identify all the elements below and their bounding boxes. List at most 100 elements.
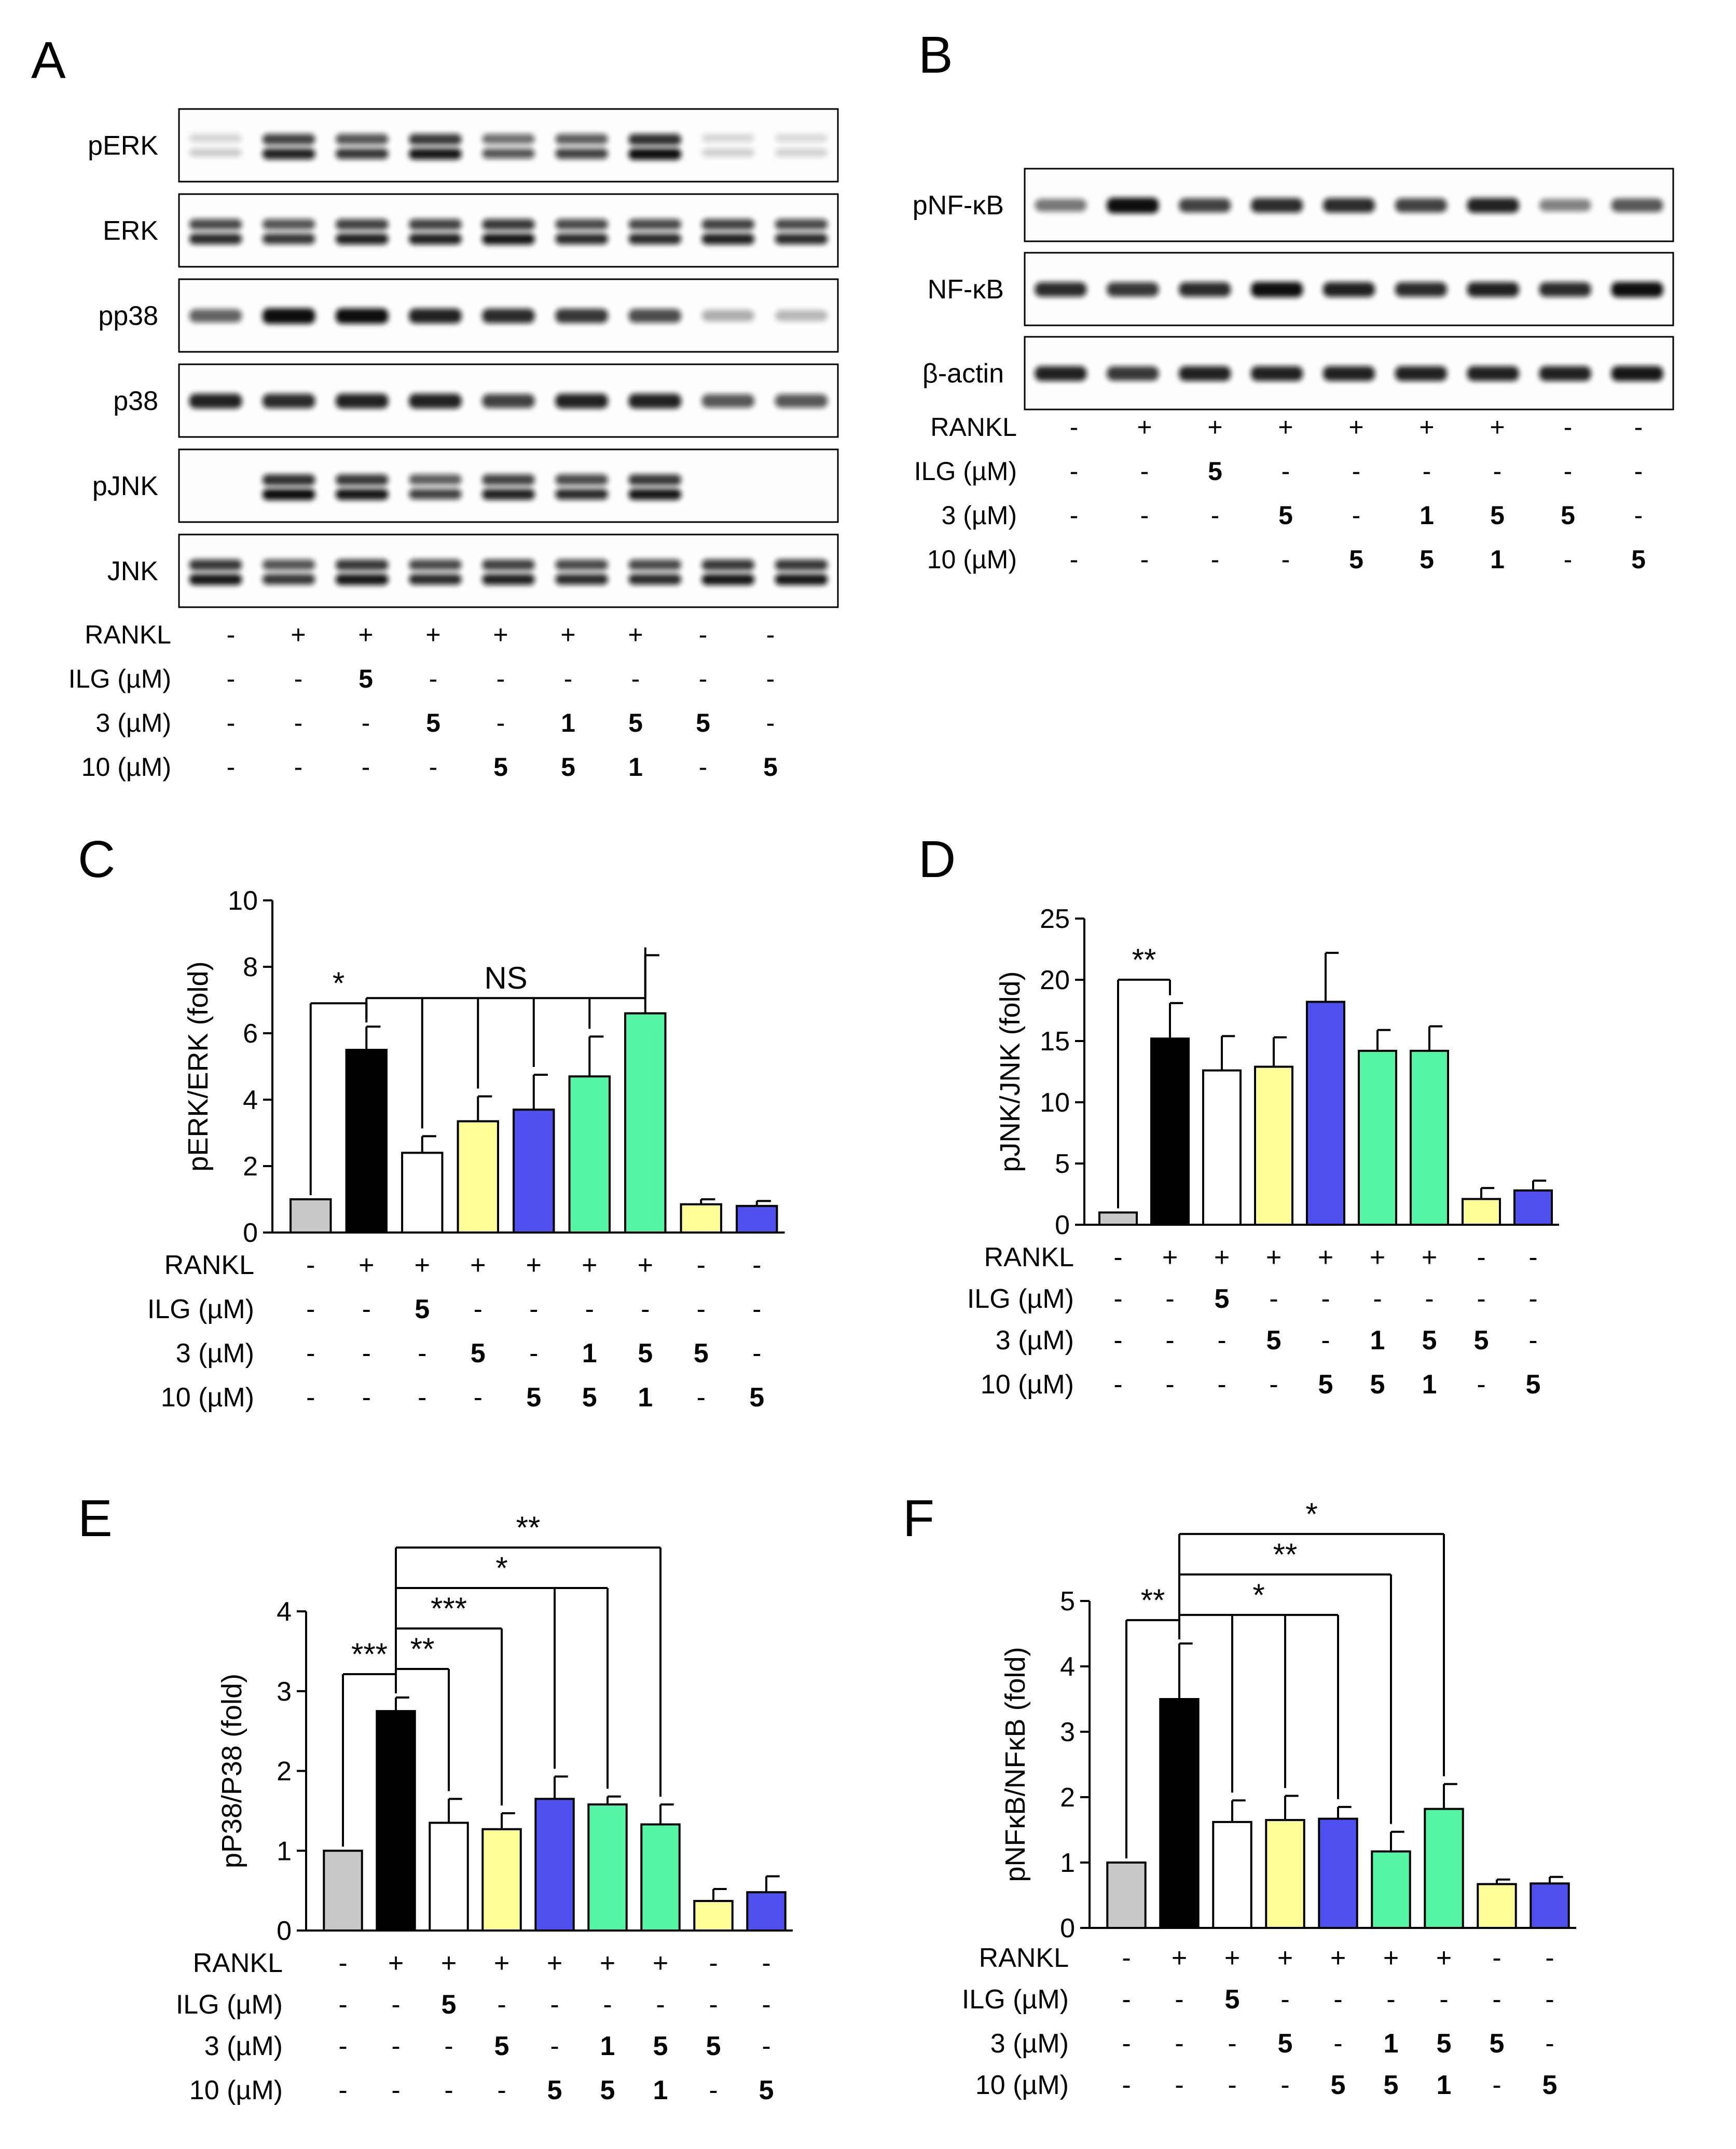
blot-band <box>335 219 389 230</box>
treatment-cell: - <box>1477 1242 1485 1272</box>
bar <box>513 1108 555 1234</box>
treatment-label: 10 (µM) <box>161 1383 254 1413</box>
blot-band <box>1323 282 1375 297</box>
blot-band <box>189 309 242 323</box>
bar <box>1513 1189 1553 1226</box>
treatment-cell: - <box>1280 2070 1289 2100</box>
blot-band <box>1467 366 1519 381</box>
treatment-cell: 5 <box>1349 545 1363 574</box>
treatment-cell: 1 <box>638 1383 653 1413</box>
blot-band <box>1035 282 1087 297</box>
treatment-cell: - <box>1528 1284 1537 1314</box>
y-tick-label: 6 <box>243 1019 258 1049</box>
treatment-cell: - <box>1280 1984 1289 2015</box>
bar <box>1424 1808 1464 1929</box>
treatment-cell: - <box>1269 1284 1278 1314</box>
significance-label: ** <box>1273 1537 1298 1572</box>
treatment-cell: - <box>362 1383 371 1413</box>
treatment-cell: - <box>362 708 370 737</box>
blot-band <box>1467 282 1519 297</box>
treatment-cell: + <box>425 620 440 649</box>
treatment-label: RANKL <box>979 1943 1069 1973</box>
y-axis-title: pERK/ERK (fold) <box>183 961 214 1171</box>
bar <box>680 1203 722 1234</box>
bar <box>1462 1198 1501 1226</box>
treatment-cell: - <box>1122 1943 1131 1973</box>
y-tick-label: 8 <box>243 952 258 982</box>
treatment-cell: - <box>641 1294 650 1324</box>
blot-band <box>701 310 755 322</box>
treatment-label: ILG (µM) <box>147 1294 254 1324</box>
treatment-label: RANKL <box>164 1250 254 1280</box>
treatment-cell: + <box>582 1250 597 1280</box>
treatment-cell: - <box>1070 413 1079 442</box>
treatment-cell: - <box>338 1948 347 1978</box>
treatment-cell: - <box>1175 2029 1183 2059</box>
blot-band <box>189 148 242 157</box>
treatment-cell: - <box>1070 501 1079 530</box>
treatment-cell: - <box>1634 413 1643 442</box>
treatment-cell: - <box>699 752 708 782</box>
treatment-cell: - <box>1269 1370 1278 1400</box>
treatment-cell: 5 <box>706 2031 721 2061</box>
treatment-cell: - <box>1140 501 1149 530</box>
blot-band <box>701 134 755 143</box>
treatment-cell: - <box>1477 1370 1485 1400</box>
blot-band <box>555 574 608 585</box>
treatment-cell: + <box>494 1948 509 1978</box>
blot-band <box>1179 198 1231 213</box>
treatment-cell: + <box>358 620 373 649</box>
treatment-label: ILG (µM) <box>962 1984 1069 2015</box>
treatment-label: ILG (µM) <box>176 1990 283 2020</box>
treatment-cell: 5 <box>493 752 508 782</box>
treatment-cell: - <box>1070 545 1079 574</box>
treatment-cell: + <box>1207 413 1222 442</box>
treatment-cell: - <box>429 752 438 782</box>
bar-chart-c: 0 2 4 6 8 10 pERK/ERK (fold) * NS RANKL - + + + + + + - - I… <box>147 886 785 1413</box>
blot-band <box>628 309 682 323</box>
blot-label: ERK <box>103 216 158 246</box>
treatment-cell: - <box>550 2031 559 2061</box>
blot-band <box>482 574 535 585</box>
blot-band <box>1539 282 1591 297</box>
treatment-cell: - <box>306 1338 315 1368</box>
bar <box>587 1803 628 1932</box>
treatment-label: RANKL <box>930 413 1017 442</box>
treatment-cell: - <box>585 1294 594 1324</box>
treatment-cell: - <box>1425 1284 1434 1314</box>
blot-band <box>555 489 608 500</box>
significance-label: *** <box>431 1591 467 1626</box>
treatment-cell: 1 <box>600 2031 615 2061</box>
bar <box>1371 1850 1411 1929</box>
treatment-label: 10 (µM) <box>975 2070 1069 2100</box>
treatment-cell: - <box>1492 1984 1501 2015</box>
treatment-cell: + <box>1419 413 1434 442</box>
treatment-cell: - <box>1545 1943 1554 1973</box>
blot-band <box>628 574 682 585</box>
treatment-cell: - <box>1217 1370 1226 1400</box>
treatment-cell: 5 <box>696 708 710 737</box>
treatment-label: 3 (µM) <box>990 2029 1069 2059</box>
y-tick-label: 10 <box>228 886 258 916</box>
treatment-cell: 5 <box>1422 1325 1437 1356</box>
blot-band <box>628 234 682 244</box>
blot-band <box>482 394 535 408</box>
bar <box>1212 1821 1252 1929</box>
blot-label: p38 <box>113 386 158 416</box>
treatment-cell: + <box>291 620 306 649</box>
treatment-label: 10 (µM) <box>981 1370 1074 1400</box>
treatment-cell: - <box>227 620 236 649</box>
blot-band <box>189 219 242 230</box>
blot-band <box>775 134 828 143</box>
treatment-cell: - <box>391 1990 400 2020</box>
treatment-cell: - <box>603 1990 612 2020</box>
treatment-cell: - <box>752 1294 761 1324</box>
treatment-cell: + <box>560 620 575 649</box>
blot-band <box>701 394 755 408</box>
significance-label: * <box>1252 1578 1264 1612</box>
treatment-cell: + <box>1318 1242 1333 1272</box>
treatment-cell: - <box>697 1294 706 1324</box>
blot-band <box>628 393 682 409</box>
